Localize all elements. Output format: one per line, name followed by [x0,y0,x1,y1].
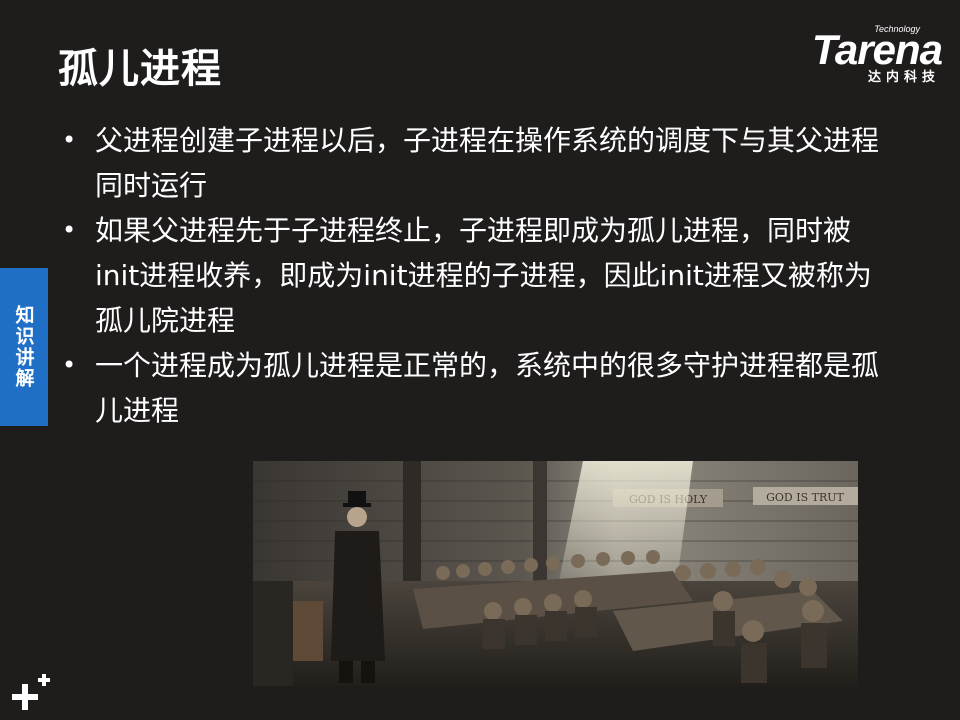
bullet-item: • 父进程创建子进程以后，子进程在操作系统的调度下与其父进程同时运行 [62,118,902,208]
logo-wordmark: Tarena [811,26,943,73]
bullet-item: • 一个进程成为孤儿进程是正常的，系统中的很多守护进程都是孤儿进程 [62,343,902,433]
logo-chinese-name: 达内科技 [867,70,940,85]
bullet-dot-icon: • [62,351,77,379]
bullet-item: • 如果父进程先于子进程终止，子进程即成为孤儿进程，同时被init进程收养，即成… [62,208,902,343]
wall-text-right: GOD IS TRUT [766,491,844,504]
bullet-dot-icon: • [62,126,77,154]
slide-title: 孤儿进程 [58,46,222,92]
bullet-dot-icon: • [62,216,77,244]
bullet-text: 父进程创建子进程以后，子进程在操作系统的调度下与其父进程同时运行 [95,124,880,202]
bullet-text: 一个进程成为孤儿进程是正常的，系统中的很多守护进程都是孤儿进程 [95,349,880,427]
bullet-list: • 父进程创建子进程以后，子进程在操作系统的调度下与其父进程同时运行 • 如果父… [62,118,902,433]
plus-icon [12,674,50,710]
side-tab-label: 知识讲解 [12,305,35,389]
orphanage-photo: GOD IS HOLY GOD IS TRUT [253,461,858,686]
tarena-logo: Technology Tarena 达内科技 [777,20,943,86]
logo-technology-text: Technology [874,24,920,34]
bullet-text: 如果父进程先于子进程终止，子进程即成为孤儿进程，同时被init进程收养，即成为i… [95,214,872,337]
side-tab: 知识讲解 [0,268,48,426]
